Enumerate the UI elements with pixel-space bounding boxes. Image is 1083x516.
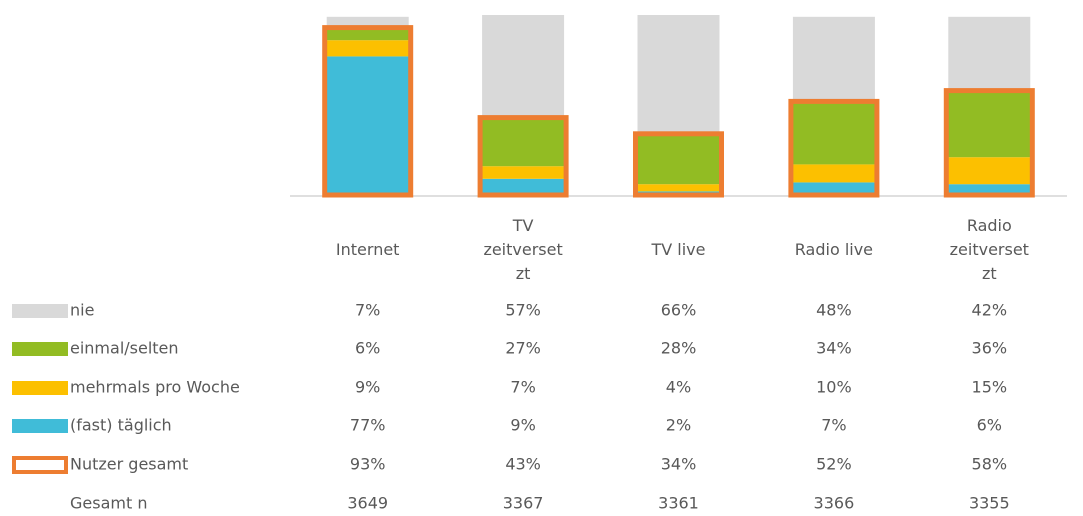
total-outline [788, 98, 880, 198]
bar-segment [637, 184, 720, 192]
value-label: 52% [816, 455, 852, 474]
bar-segment [482, 117, 565, 167]
value-label: 9% [510, 416, 535, 435]
bar-segment [948, 184, 1031, 195]
value-label: 43% [505, 455, 541, 474]
bar-segment [948, 16, 1031, 93]
table-row-label: Gesamt n [70, 494, 147, 513]
legend-label: einmal/selten [70, 339, 179, 358]
value-label: 7% [355, 301, 380, 320]
value-label: 2% [666, 416, 691, 435]
total-outline [633, 131, 724, 198]
legend-label: mehrmals pro Woche [70, 378, 240, 397]
value-label: 6% [977, 416, 1002, 435]
bar-segment [482, 166, 565, 179]
x-tick-label: Radio live [794, 240, 874, 259]
value-label: 9% [355, 378, 380, 397]
value-label: 58% [972, 455, 1008, 474]
total-outline [477, 115, 569, 198]
bar-segment [637, 133, 720, 185]
legend-swatch [12, 304, 68, 318]
value-label: 7% [510, 378, 535, 397]
bar-segment [326, 29, 409, 41]
legend-label: (fast) täglich [70, 416, 172, 435]
table-cell: 3367 [503, 494, 544, 513]
value-label: 42% [972, 301, 1008, 320]
bar-segment [948, 157, 1031, 185]
value-label: 6% [355, 339, 380, 358]
value-label: 93% [350, 455, 386, 474]
bar-segment [326, 56, 409, 196]
bar-segment [792, 182, 875, 195]
table-cell: 3361 [658, 494, 699, 513]
x-tick-label: Internet [335, 240, 400, 259]
bar-segment [326, 40, 409, 57]
value-label: 57% [505, 301, 541, 320]
table-cell: 3649 [347, 494, 388, 513]
value-label: 28% [661, 339, 697, 358]
x-tick-label: TV zeitversetzt [483, 216, 563, 283]
value-label: 34% [661, 455, 697, 474]
legend-swatch [12, 381, 68, 395]
total-outline [943, 88, 1035, 198]
table-cell: 3366 [814, 494, 855, 513]
value-label: 34% [816, 339, 852, 358]
legend-swatch [12, 419, 68, 433]
bar-segment [792, 103, 875, 165]
value-label: 27% [505, 339, 541, 358]
legend-swatch [12, 342, 68, 356]
legend-label: Nutzer gesamt [70, 455, 188, 474]
bar-segment [637, 15, 720, 134]
bar-segment [792, 164, 875, 183]
value-label: 77% [350, 416, 386, 435]
value-label: 15% [972, 378, 1008, 397]
bar-segment [948, 92, 1031, 158]
legend-label: nie [70, 301, 94, 320]
value-label: 48% [816, 301, 852, 320]
bar-segment [482, 178, 565, 195]
table-cell: 3355 [969, 494, 1010, 513]
value-label: 7% [821, 416, 846, 435]
value-label: 66% [661, 301, 697, 320]
total-outline [322, 25, 414, 198]
bar-segment [792, 16, 875, 104]
value-label: 4% [666, 378, 691, 397]
value-label: 36% [972, 339, 1008, 358]
x-tick-label: TV live [651, 240, 706, 259]
bar-segment [482, 15, 565, 118]
legend-swatch [12, 456, 68, 474]
x-tick-label: Radio zeitversetzt [949, 216, 1029, 283]
value-label: 10% [816, 378, 852, 397]
